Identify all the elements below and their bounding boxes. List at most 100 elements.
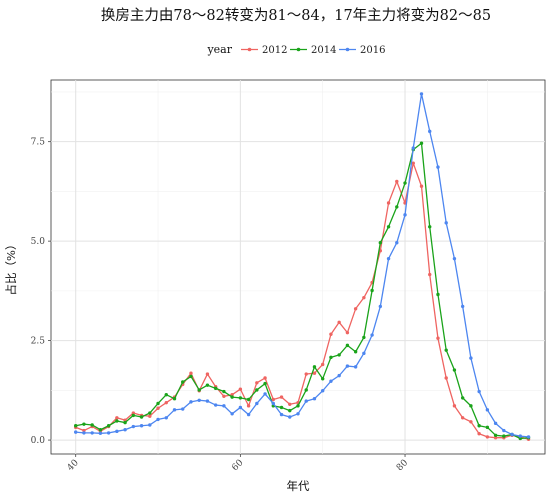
series-layer <box>74 92 531 441</box>
legend-item-2014: 2014 <box>290 45 336 56</box>
data-point-2014 <box>403 181 407 185</box>
data-point-2014 <box>460 396 465 400</box>
data-point-2016 <box>312 397 317 401</box>
data-point-2014 <box>156 401 160 406</box>
data-point-2016 <box>419 92 424 96</box>
legend-label: 2012 <box>262 45 287 56</box>
data-point-2014 <box>123 420 127 425</box>
data-point-2016 <box>321 389 325 393</box>
data-point-2012 <box>288 402 292 406</box>
data-point-2012 <box>263 376 267 380</box>
data-point-2016 <box>189 400 193 404</box>
data-point-2016 <box>139 424 144 428</box>
data-point-2014 <box>477 424 481 428</box>
data-point-2016 <box>510 432 514 437</box>
data-point-2014 <box>172 397 177 401</box>
data-point-2014 <box>502 434 506 438</box>
data-point-2014 <box>452 368 457 372</box>
data-point-2014 <box>98 428 103 432</box>
data-point-2014 <box>345 343 350 348</box>
data-point-2012 <box>222 394 226 399</box>
data-point-2012 <box>337 320 341 324</box>
data-point-2014 <box>321 377 325 381</box>
legend-title: year <box>206 43 232 56</box>
x-axis-title: 年代 <box>287 479 310 493</box>
legend-key-point <box>296 47 301 52</box>
data-point-2016 <box>263 392 267 396</box>
data-point-2016 <box>345 364 350 368</box>
data-point-2014 <box>485 425 490 430</box>
data-point-2016 <box>444 221 448 225</box>
data-point-2014 <box>115 419 119 423</box>
data-point-2016 <box>304 399 308 403</box>
data-point-2014 <box>296 404 300 408</box>
data-point-2016 <box>452 256 457 261</box>
data-point-2016 <box>296 412 300 416</box>
data-point-2012 <box>230 393 234 397</box>
data-point-2012 <box>82 428 86 433</box>
data-point-2012 <box>115 416 119 420</box>
data-point-2016 <box>246 412 251 417</box>
data-point-2014 <box>148 411 152 415</box>
data-point-2016 <box>329 379 333 383</box>
data-point-2014 <box>255 388 259 392</box>
data-point-2014 <box>197 388 201 392</box>
data-point-2016 <box>148 423 152 427</box>
data-point-2016 <box>230 412 234 416</box>
data-point-2016 <box>526 435 531 439</box>
data-point-2014 <box>329 355 333 360</box>
data-point-2016 <box>436 165 440 169</box>
data-point-2014 <box>279 405 284 410</box>
legend-key-point <box>345 47 350 52</box>
data-point-2012 <box>444 376 448 380</box>
data-point-2014 <box>205 383 210 387</box>
data-point-2016 <box>271 401 275 406</box>
data-point-2014 <box>370 288 374 293</box>
data-point-2012 <box>205 372 210 376</box>
legend-key-point <box>247 47 252 52</box>
y-tick-label: 0.0 <box>31 436 46 446</box>
y-tick-label: 5.0 <box>31 237 46 247</box>
data-point-2014 <box>444 348 448 352</box>
data-point-2012 <box>460 416 465 420</box>
series-line-2012 <box>75 162 529 440</box>
data-point-2014 <box>181 380 185 384</box>
data-point-2014 <box>312 365 317 369</box>
x-tick-label: 60 <box>230 458 245 473</box>
data-point-2014 <box>436 292 440 297</box>
data-point-2016 <box>428 129 432 134</box>
data-point-2016 <box>123 428 127 432</box>
data-point-2012 <box>321 362 325 367</box>
data-point-2016 <box>115 429 119 434</box>
data-point-2014 <box>131 413 136 418</box>
data-point-2012 <box>477 432 481 436</box>
data-point-2014 <box>263 381 267 386</box>
data-point-2012 <box>246 404 251 408</box>
data-point-2016 <box>164 416 168 420</box>
data-point-2012 <box>386 201 391 205</box>
x-tick-label: 80 <box>395 458 410 473</box>
data-point-2014 <box>386 225 391 229</box>
axes: 40 60 80 0.0 2.5 5.0 7.5 <box>31 138 411 474</box>
data-point-2014 <box>139 415 144 419</box>
data-point-2014 <box>378 241 383 245</box>
data-point-2016 <box>197 398 201 402</box>
data-point-2014 <box>362 335 366 340</box>
data-point-2016 <box>255 401 259 406</box>
data-point-2012 <box>436 336 440 340</box>
data-point-2012 <box>419 184 424 188</box>
data-point-2016 <box>213 403 218 407</box>
data-point-2016 <box>222 404 226 408</box>
data-point-2014 <box>82 422 86 426</box>
data-point-2012 <box>485 435 490 439</box>
data-point-2012 <box>493 435 498 440</box>
data-point-2012 <box>411 161 415 165</box>
data-point-2014 <box>189 374 193 379</box>
y-tick-label: 2.5 <box>31 337 46 347</box>
legend-label: 2014 <box>311 45 336 56</box>
data-point-2014 <box>106 424 111 428</box>
data-point-2016 <box>411 146 415 150</box>
data-point-2016 <box>353 365 358 369</box>
legend: year 2012 2014 2016 <box>206 43 385 56</box>
y-axis-title: 占比（%） <box>4 239 18 296</box>
